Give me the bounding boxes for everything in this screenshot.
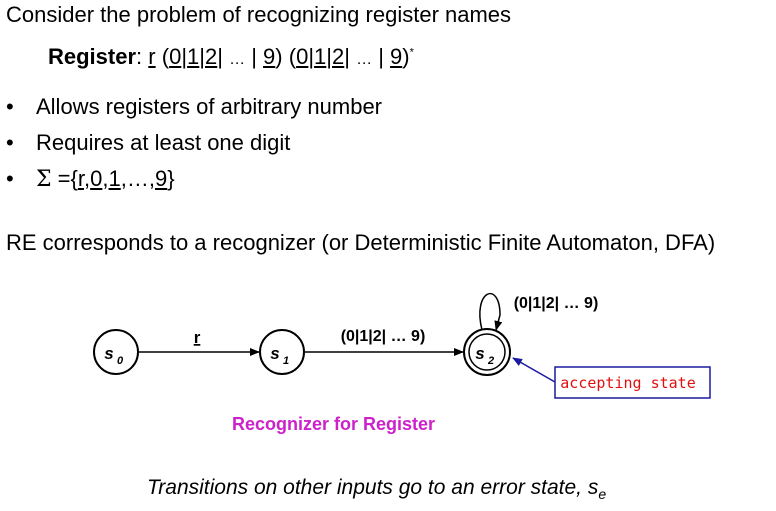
state-s1: s 1 bbox=[259, 329, 305, 375]
callout-arrow bbox=[512, 357, 556, 383]
dfa-diagram: s 0 s 1 s 2 r (0|1|2| … 9) (0|1|2| … 9) … bbox=[93, 293, 711, 399]
loop-label-digits: (0|1|2| … 9) bbox=[514, 295, 599, 312]
transition-label-digits: (0|1|2| … 9) bbox=[341, 328, 426, 345]
accepting-state-label: accepting state bbox=[560, 374, 695, 392]
state-s0: s 0 bbox=[93, 329, 139, 375]
bullet-item: • Requires at least one digit bbox=[6, 130, 291, 155]
footer-note: Transitions on other inputs go to an err… bbox=[147, 476, 607, 503]
svg-text:1: 1 bbox=[283, 355, 289, 367]
svg-text:2: 2 bbox=[487, 355, 494, 367]
svg-text:s: s bbox=[104, 344, 113, 363]
state-s2-accepting: s 2 bbox=[463, 328, 511, 376]
diagram-caption: Recognizer for Register bbox=[232, 414, 436, 434]
transition-label-r: r bbox=[194, 328, 201, 347]
bullet-item-alphabet: • Σ ={r,0,1,…,9} bbox=[6, 166, 175, 192]
register-regex: Register: r (0|1|2| … | 9) (0|1|2| … | 9… bbox=[48, 44, 414, 69]
self-loop-s2 bbox=[479, 293, 503, 331]
svg-text:s: s bbox=[475, 344, 484, 363]
intro-text: Consider the problem of recognizing regi… bbox=[6, 2, 512, 27]
bullet-list: • Allows registers of arbitrary number • R… bbox=[6, 92, 382, 200]
bullet-item: • Allows registers of arbitrary number bbox=[6, 94, 383, 119]
re-description: RE corresponds to a recognizer (or Deter… bbox=[6, 230, 716, 255]
regex-name: Register bbox=[48, 44, 137, 69]
svg-text:0: 0 bbox=[117, 355, 124, 367]
sigma-symbol: Σ bbox=[36, 167, 52, 192]
svg-text:s: s bbox=[270, 344, 279, 363]
accepting-state-callout bbox=[554, 366, 711, 399]
